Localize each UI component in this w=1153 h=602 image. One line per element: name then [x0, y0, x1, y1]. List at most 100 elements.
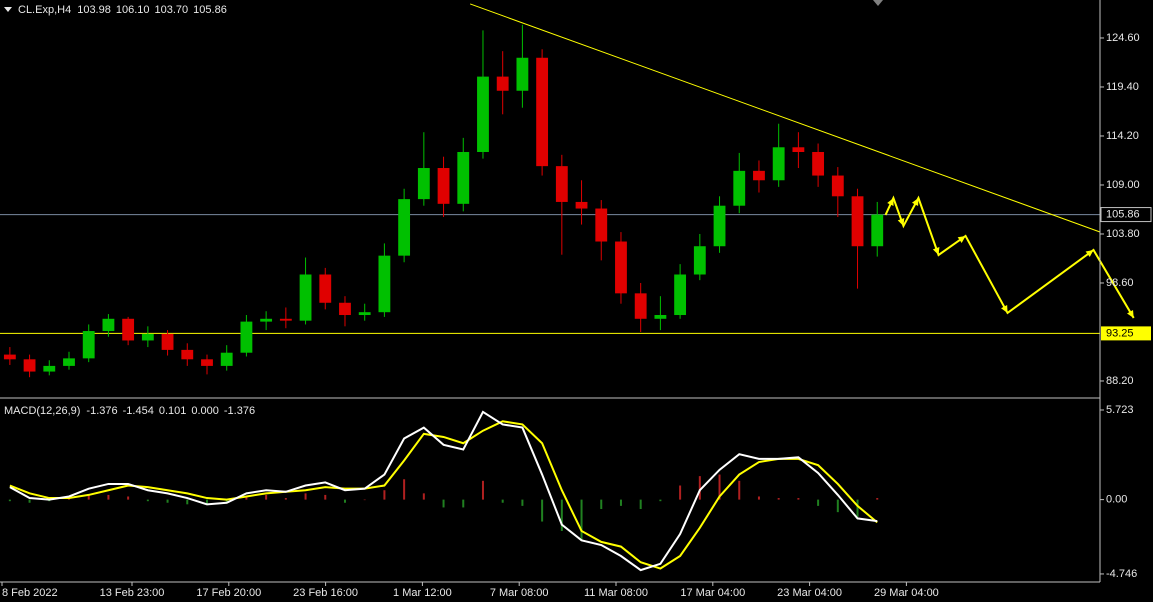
candle-body [674, 274, 687, 316]
macd-histogram-bar [876, 498, 879, 500]
candle-body [615, 241, 627, 294]
header: CL.Exp,H4 103.98 106.10 103.70 105.86 [18, 4, 227, 16]
macd-histogram-bar [166, 499, 169, 503]
macd-histogram-bar [679, 485, 682, 500]
x-tick-label: 17 Mar 04:00 [680, 587, 745, 599]
y-tick-label: 88.20 [1106, 375, 1134, 387]
candle-body [398, 199, 411, 256]
projection-arrowhead [1001, 304, 1008, 313]
macd-histogram-bar [304, 493, 307, 500]
projection-arrowhead [897, 218, 905, 226]
macd-histogram-bar [28, 499, 31, 503]
macd-histogram-bar [501, 499, 504, 503]
signal-line [9, 420, 878, 570]
candle-body [536, 57, 549, 167]
indicator-name: MACD(12,26,9) [4, 405, 80, 417]
macd-histogram-bar [225, 499, 228, 503]
indicator-value: 0.000 [191, 405, 219, 417]
macd-histogram-bar [560, 499, 563, 531]
macd-histogram-bar [284, 498, 287, 500]
candle-body [634, 293, 647, 319]
x-tick-label: 23 Feb 16:00 [293, 587, 358, 599]
macd-header: MACD(12,26,9) -1.376 -1.454 0.101 0.000 -1.3… [4, 405, 255, 417]
indicator-value: -1.454 [123, 405, 154, 417]
x-tick-label: 13 Feb 23:00 [100, 587, 165, 599]
candle-body [871, 214, 884, 247]
macd-histogram-bar [8, 499, 11, 502]
projection-arrowhead [887, 197, 894, 206]
candle-body [772, 147, 785, 181]
macd-histogram-bar [619, 499, 622, 506]
y-tick-label: 109.00 [1106, 179, 1140, 191]
candle-body [319, 274, 332, 303]
candle-body [220, 352, 233, 366]
candle-body [496, 76, 509, 91]
macd-histogram-bar [856, 499, 859, 517]
macd-histogram-bar [521, 499, 524, 506]
candle-body [831, 175, 844, 197]
indicator-value: -1.376 [86, 405, 117, 417]
macd-histogram-bar [324, 494, 327, 500]
macd-histogram-bar [87, 494, 90, 500]
candle-body [43, 365, 56, 372]
macd-histogram-bar [205, 499, 208, 505]
projection-arrowhead [1085, 249, 1094, 258]
macd-histogram-bar [698, 476, 701, 500]
level-label-box [1100, 207, 1152, 223]
candle-body [63, 358, 75, 366]
macd-histogram-bar [481, 480, 484, 500]
candle-body [3, 354, 16, 360]
macd-histogram-bar [127, 496, 130, 500]
x-tick-label: 1 Mar 12:00 [393, 587, 452, 599]
ohlc-value: 103.70 [155, 4, 189, 16]
candle-body [654, 315, 667, 319]
macd-histogram-bar [403, 479, 406, 500]
macd-histogram-bar [422, 493, 425, 500]
candle-body [82, 331, 95, 359]
projection-arrowhead [911, 197, 919, 206]
macd-histogram-bar [738, 480, 741, 500]
candle-body [378, 255, 391, 313]
candle-body [260, 318, 273, 322]
candle-body [733, 170, 746, 206]
macd-histogram-bar [462, 499, 465, 508]
candle-body [792, 147, 805, 152]
candle-body [417, 168, 430, 200]
x-tick-label: 23 Mar 04:00 [777, 587, 842, 599]
candle-body [595, 208, 608, 242]
candle-body [181, 349, 194, 360]
candle-body [141, 333, 154, 341]
macd-histogram-bar [797, 498, 800, 500]
candle-body [555, 166, 568, 202]
macd-histogram-bar [363, 499, 366, 501]
candle-body [713, 205, 726, 247]
y-tick-label: 124.60 [1106, 32, 1140, 44]
projection-arrowhead [957, 235, 966, 243]
candle-body [457, 151, 470, 204]
macd-histogram-bar [600, 499, 603, 510]
macd-histogram-bar [343, 499, 346, 503]
x-tick-label: 11 Mar 08:00 [584, 587, 648, 599]
candle-body [279, 318, 292, 321]
macd-histogram-bar [757, 496, 760, 500]
level-label-box [1101, 326, 1151, 341]
trendline [469, 3, 1101, 233]
macd-histogram-bar [442, 499, 445, 508]
level-label: 93.25 [1106, 327, 1134, 339]
x-tick-label: 29 Mar 04:00 [874, 587, 939, 599]
macd-line [9, 410, 878, 572]
macd-histogram-bar [265, 494, 268, 500]
macd-histogram-bar [580, 499, 583, 541]
indicator-value: -1.376 [224, 405, 255, 417]
menu-arrow [4, 7, 12, 12]
macd-histogram-bar [777, 498, 780, 500]
macd-histogram-bar [383, 490, 386, 500]
y-tick-label: 98.60 [1106, 277, 1134, 289]
candle-body [240, 321, 253, 353]
candle-body [161, 333, 174, 350]
macd-y-tick-label: 0.00 [1106, 494, 1127, 506]
macd-histogram-bar [186, 499, 189, 505]
candle-body [812, 151, 825, 176]
